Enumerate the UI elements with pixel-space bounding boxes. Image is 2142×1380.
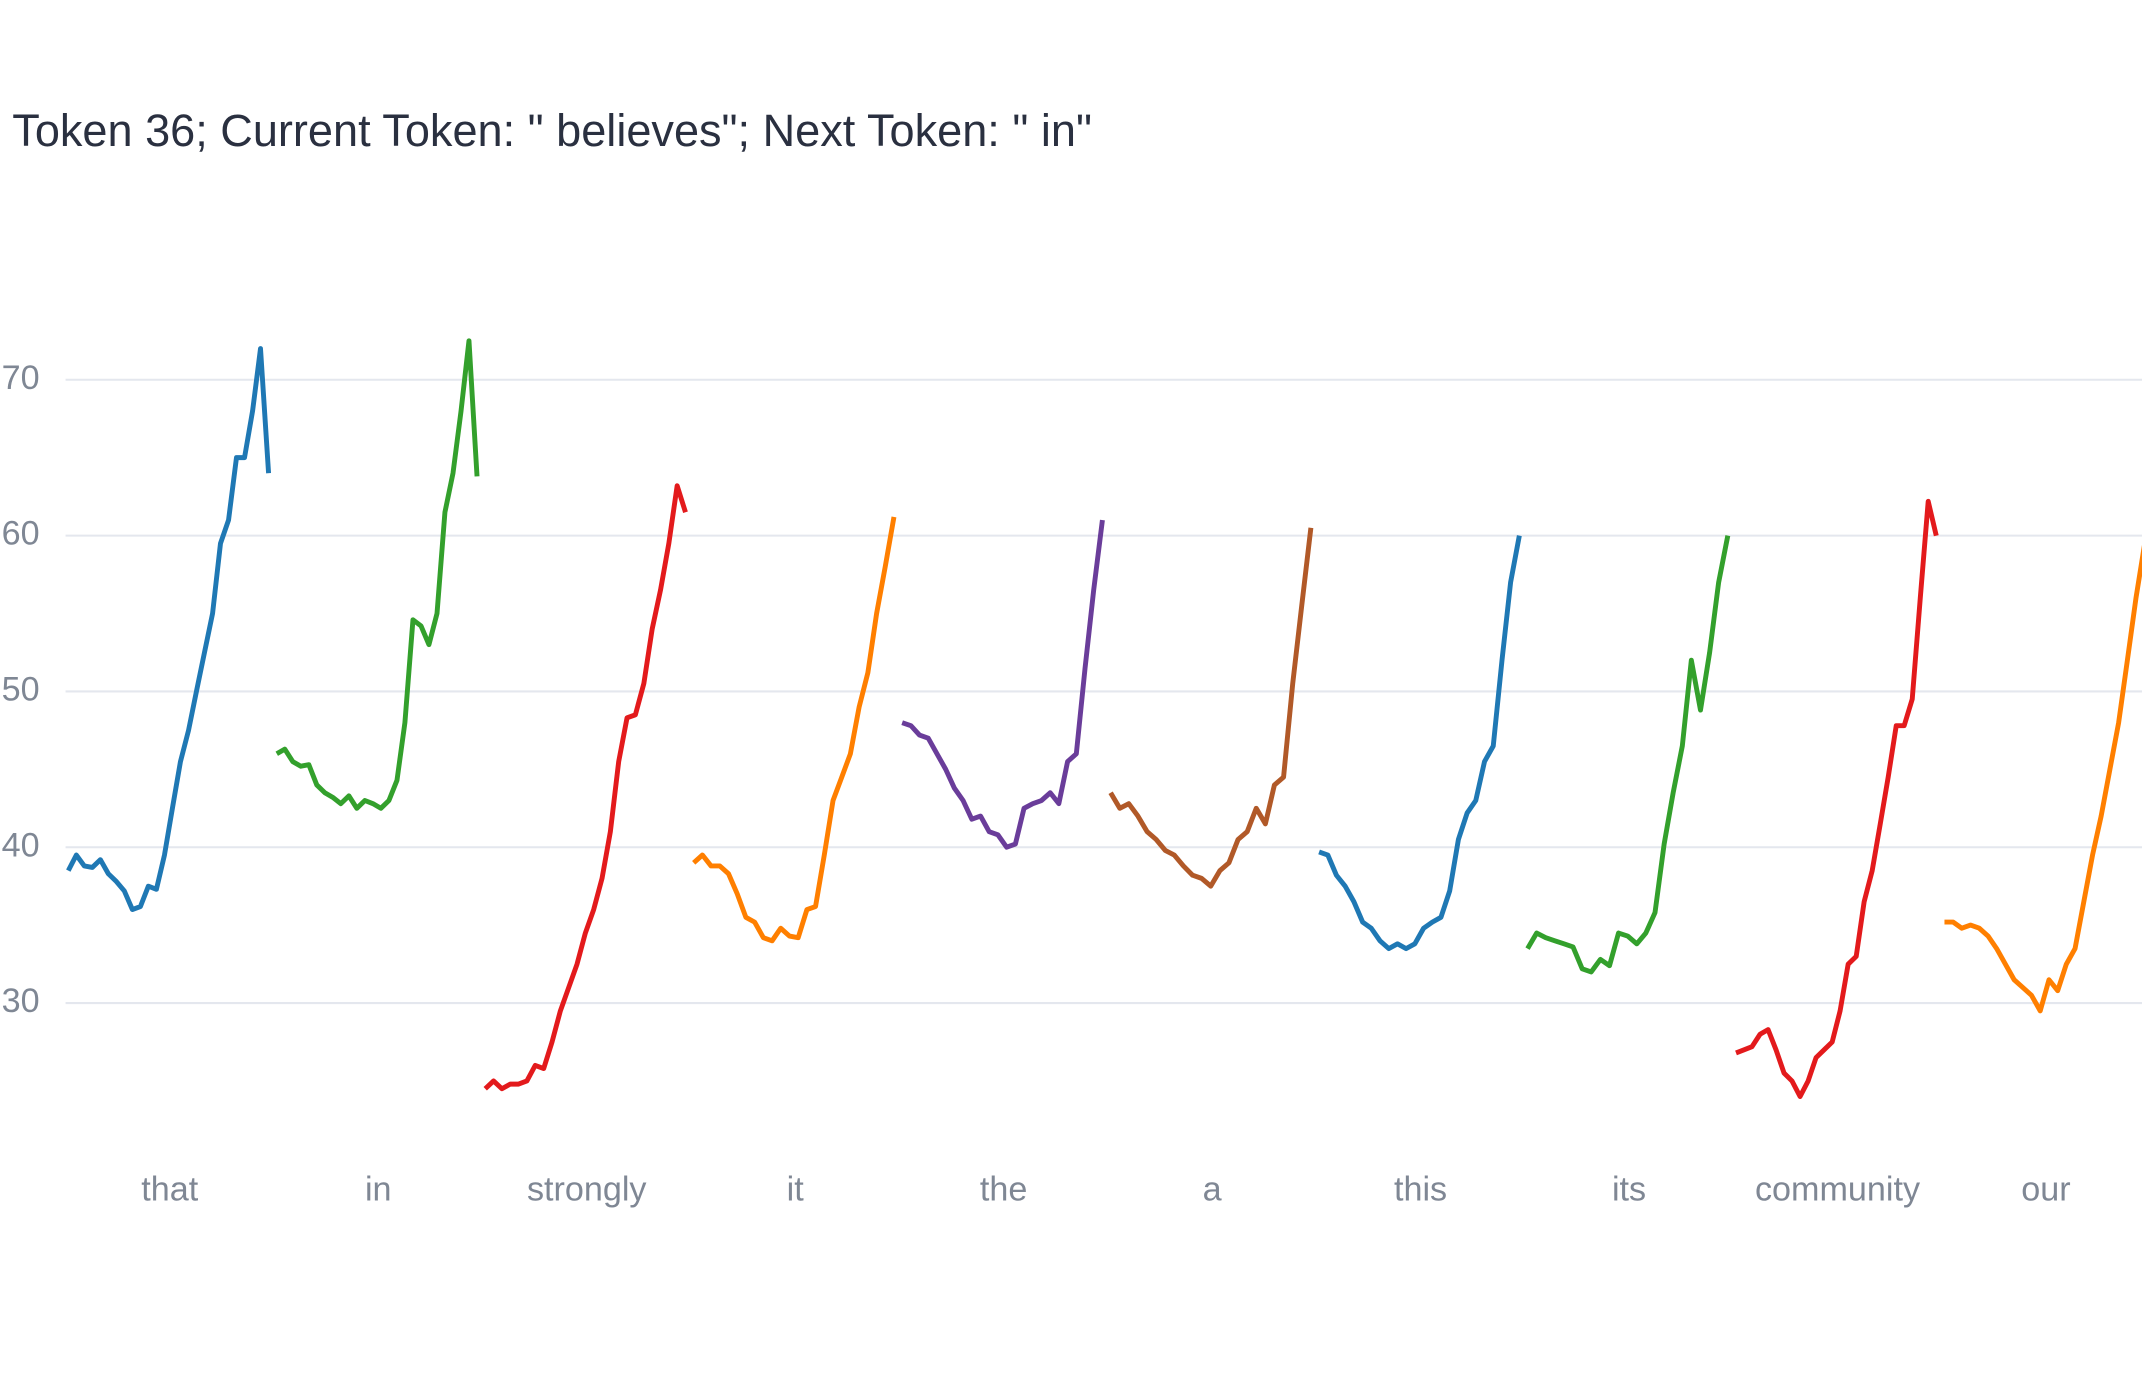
series-line [66, 346, 272, 912]
series-line [483, 483, 688, 1092]
x-tick-label: community [1755, 1170, 1920, 1208]
x-tick-label: it [787, 1170, 805, 1208]
series-line [1525, 535, 1731, 975]
chart-title: Token 36; Current Token: " believes"; Ne… [12, 105, 1092, 156]
series-line [692, 516, 897, 944]
series-line [1735, 498, 1939, 1100]
x-tick-label: a [1203, 1170, 1222, 1208]
x-tick-label: this [1394, 1170, 1447, 1208]
y-tick-label: 70 [2, 359, 40, 397]
y-tick-label: 60 [2, 515, 40, 553]
x-tick-label: that [141, 1170, 198, 1208]
series-line [275, 338, 480, 811]
x-tick-label: its [1612, 1170, 1646, 1208]
series-line [1108, 527, 1314, 889]
y-tick-label: 30 [2, 982, 40, 1020]
y-tick-label: 40 [2, 826, 40, 864]
x-tick-label: strongly [527, 1170, 647, 1208]
x-tick-label: our [2021, 1170, 2070, 1208]
series-line [1318, 535, 1522, 952]
x-tick-label: in [365, 1170, 392, 1208]
series-line [1944, 544, 2142, 1014]
series-line [901, 519, 1105, 850]
y-tick-label: 50 [2, 670, 40, 708]
x-tick-label: the [980, 1170, 1027, 1208]
